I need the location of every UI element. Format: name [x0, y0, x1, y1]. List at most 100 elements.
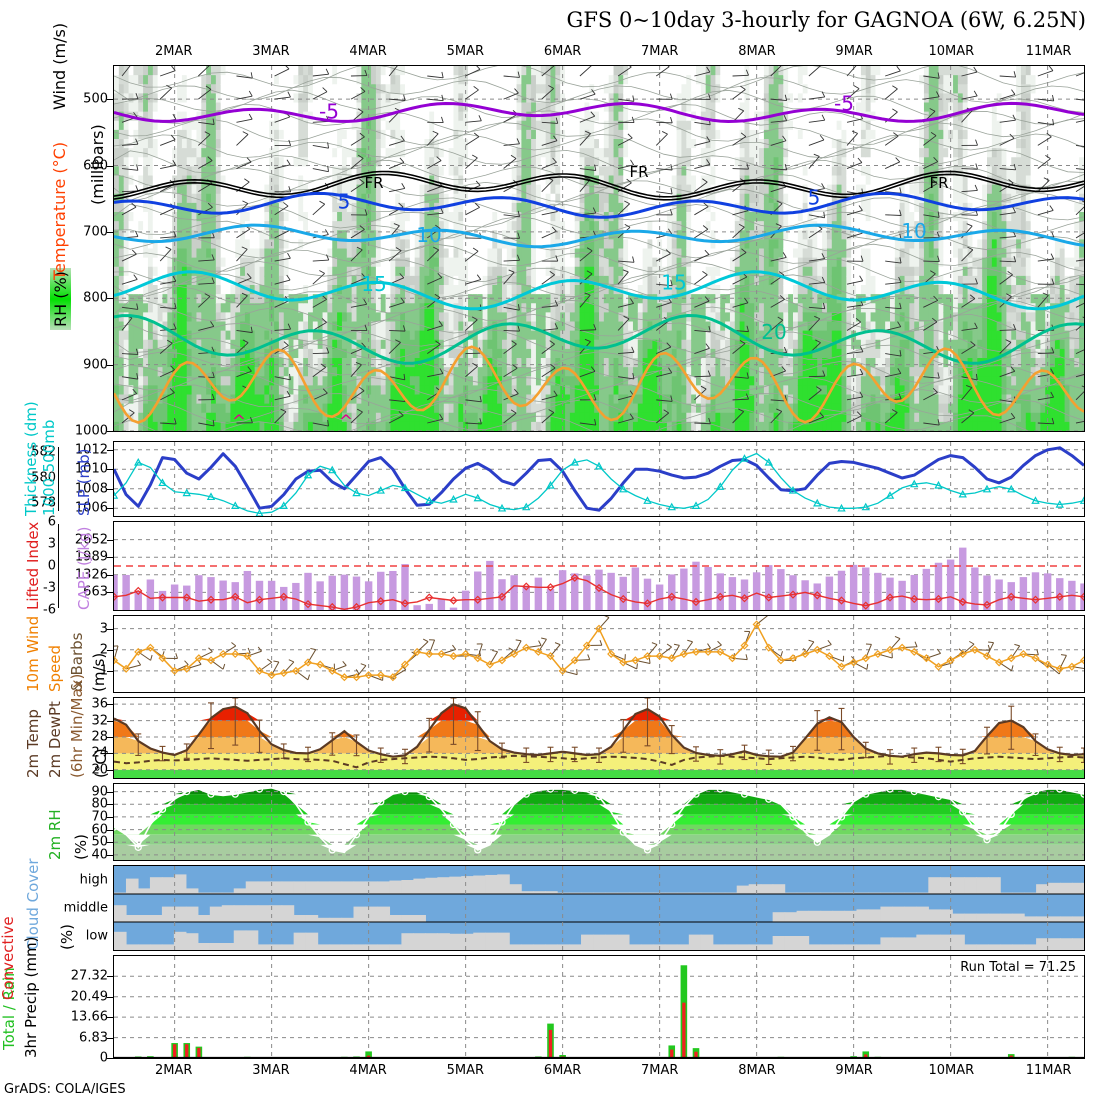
slp-tick-label: 1006 — [74, 500, 108, 516]
date-label: 4MAR — [349, 44, 387, 59]
cloud-cell — [413, 915, 426, 922]
page-title: GFS 0~10day 3-hourly for GAGNOA (6W, 6.2… — [566, 8, 1086, 32]
cloud-cell — [245, 881, 259, 894]
cape-bar — [114, 574, 118, 610]
cape-bar — [316, 581, 324, 610]
cloud-cell — [748, 884, 762, 894]
wind-tick-label: 2 — [99, 642, 108, 658]
cape-bar — [910, 574, 918, 610]
cloud-cell — [964, 913, 977, 922]
axis-tick-label: 700 — [83, 224, 108, 240]
temp-band — [114, 704, 1084, 721]
cloud-cell — [557, 944, 570, 950]
axis-tick — [107, 431, 114, 432]
date-label: 5MAR — [446, 44, 485, 59]
contour-label: FR — [629, 163, 648, 181]
cape-bar — [837, 570, 846, 610]
cloud-cell — [724, 944, 738, 950]
cloud-cell — [125, 944, 139, 950]
cloud-cell — [221, 905, 235, 922]
cloud-cell — [868, 944, 882, 950]
cloud-cell — [161, 906, 175, 922]
precip-convective-bar — [366, 1055, 371, 1058]
cloud-cell — [221, 892, 235, 894]
cloud-cell — [940, 877, 953, 894]
cape-tick-label: 1989 — [74, 549, 108, 565]
cloud-cell — [293, 932, 307, 950]
axis-title: (6hr Min/Max) — [68, 673, 86, 778]
rh-tick-label: 90 — [91, 784, 108, 800]
cape-bar — [1031, 572, 1040, 610]
cloud-cell — [317, 881, 331, 894]
cloud-cell — [497, 874, 510, 894]
cape-bar — [534, 577, 543, 610]
precip-convective-bar — [670, 1049, 674, 1058]
precip-convective-bar — [548, 1029, 553, 1058]
cloud-cell — [916, 892, 929, 894]
credit-label: GrADS: COLA/IGES — [4, 1082, 126, 1097]
cloud-cell — [928, 909, 941, 922]
cloud-cell — [976, 944, 989, 950]
cloud-cell — [760, 944, 774, 950]
precip-convective-bar — [185, 1044, 189, 1058]
cloud-cell — [1036, 916, 1049, 922]
thickness-tick-label: 578 — [31, 495, 56, 511]
axis-tick — [107, 791, 114, 793]
axis-tick — [107, 670, 114, 672]
cape-bar — [959, 547, 967, 610]
contour-label: 10 — [901, 219, 926, 243]
cloud-cell — [114, 892, 127, 894]
cloud-cell — [569, 892, 582, 894]
precip-total-bar — [365, 1051, 372, 1058]
cloud-cell — [281, 881, 295, 894]
cloud-cell — [868, 909, 882, 922]
cloud-cell — [808, 892, 822, 894]
temp-band — [114, 769, 1084, 778]
cloud-cell — [1000, 913, 1013, 922]
cape-bar — [946, 559, 955, 610]
temperature-line — [114, 702, 1084, 758]
axis-tick — [107, 469, 114, 471]
cape-bar — [546, 589, 555, 610]
cloud-cell — [904, 906, 917, 922]
axis-tick — [107, 298, 114, 300]
cloud-cell — [353, 881, 367, 894]
cloud-cell — [1036, 884, 1049, 894]
cloud-cell — [329, 944, 343, 950]
cloud-cell — [305, 932, 319, 950]
cloud-cell — [221, 943, 235, 950]
cape-bar — [195, 575, 203, 610]
cloud-cell — [892, 906, 905, 922]
cape-bar — [146, 579, 155, 610]
cloud-cell — [1012, 944, 1025, 950]
cloud-cell — [425, 877, 438, 894]
cloud-cell — [616, 892, 630, 894]
cloud-cell — [557, 892, 570, 894]
axis-tick — [107, 165, 114, 167]
cape-bar — [862, 567, 870, 610]
cloud-cell — [257, 905, 271, 922]
rh-band — [114, 824, 1084, 835]
axis-tick — [107, 592, 114, 594]
cape-bar — [364, 581, 373, 610]
cloud-cell — [904, 937, 917, 950]
cloud-cell — [317, 917, 331, 922]
li-tick-label: 6 — [47, 514, 56, 530]
cloud-cell — [664, 892, 678, 894]
cloud-cell — [377, 881, 391, 894]
axis-title: 10m Wind — [24, 615, 42, 692]
date-label: 11MAR — [1025, 1063, 1072, 1078]
cloud-cell — [185, 933, 199, 950]
slp-tick-label: 1012 — [74, 442, 108, 458]
axis-tick — [107, 976, 114, 978]
cloud-cell — [760, 884, 774, 894]
cloud-cell — [281, 905, 295, 922]
cloud-cell — [353, 944, 367, 950]
cloud-cell — [1060, 938, 1073, 950]
axis-tick — [107, 1058, 114, 1059]
cloud-cell — [545, 944, 558, 950]
cape-bar — [728, 577, 737, 610]
cape-tick-label: 663 — [83, 584, 108, 600]
rh-line — [114, 786, 1084, 854]
